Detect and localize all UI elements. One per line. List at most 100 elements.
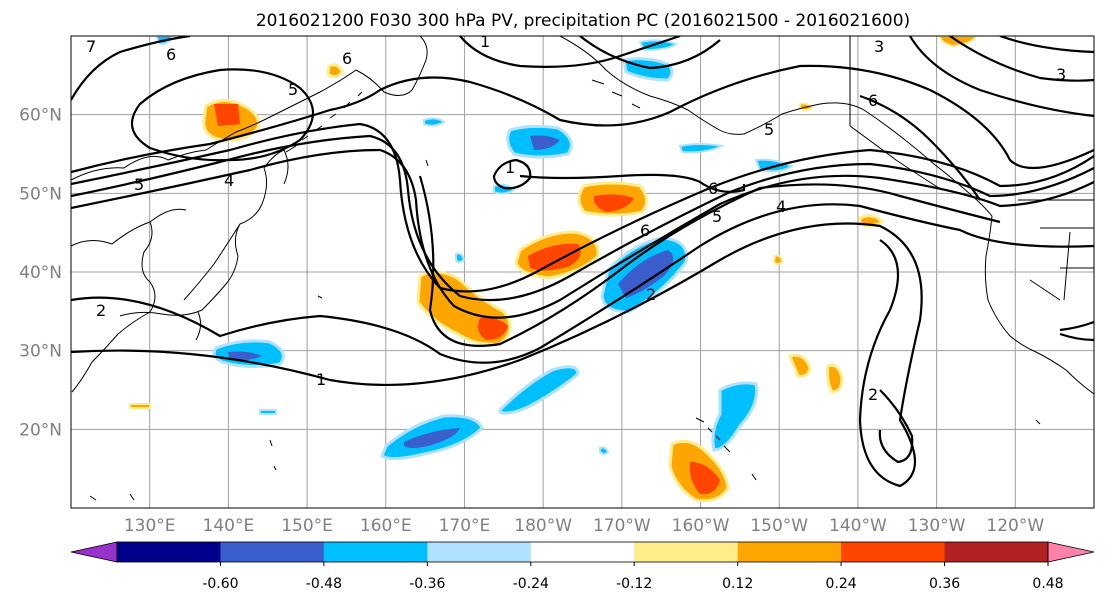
colorbar-tick-label: -0.60 [202,576,238,592]
pv-label: 4 [776,197,786,216]
pv-label: 1 [480,32,490,51]
colorbar-cell [737,542,842,562]
coastline-islands [89,159,1041,501]
longitude-label: 170°W [593,516,651,536]
pv-contour-1 [71,222,923,488]
pv-label: 3 [874,37,884,56]
precip-negative-core [404,428,460,448]
colorbar-tick-label: -0.48 [306,576,342,592]
precip-positive-core [528,243,581,271]
pv-label: 6 [640,221,650,240]
longitude-label: 140°W [829,516,887,536]
latitude-label: 30°N [19,342,62,362]
border-canada-alaska [849,36,1094,201]
precip-positive-area [826,363,844,394]
longitude-label: 150°W [750,516,808,536]
colorbar-cell [427,542,532,562]
pv-contour-2a [71,203,1094,364]
colorbar-cell [530,542,635,562]
pv-label: 4 [224,171,234,190]
precip-negative-core [228,351,262,361]
longitude-label: 160°W [672,516,730,536]
precip-positive-area [772,254,784,265]
map-panel: 1 1 1 2 2 2 4 4 5 5 5 5 6 6 6 6 6 3 3 7 [70,32,1095,509]
precip-positive-area [129,403,151,409]
pv-contour-2b [418,175,1001,347]
colorbar-cell [220,542,325,562]
longitude-label: 130°E [124,516,176,536]
figure-title: 2016021200 F030 300 hPa PV, precipitatio… [256,11,910,31]
longitude-labels: 130°E 140°E 150°E 160°E 170°E 180°W 170°W 160°W… [124,516,1045,536]
longitude-label: 170°E [439,516,491,536]
pv-contour-11 [492,158,532,190]
pv-label: 1 [316,370,326,389]
coastline-kamchatka [355,36,428,96]
pv-contour-2c [878,389,914,464]
longitude-label: 150°E [281,516,333,536]
colorbar-tick-label: 0.36 [929,576,960,592]
pv-label: 5 [712,207,722,226]
precip-positive-area [326,63,344,79]
pv-contour-14 [1059,320,1094,342]
precip-negative-area [423,117,446,127]
pv-contour-13 [859,94,981,201]
pv-contour-7 [130,68,314,162]
pv-label: 5 [288,80,298,99]
colorbar-cell [944,542,1049,562]
precip-negative-area [498,365,580,415]
pv-contour-4 [71,134,1094,302]
map-frame [70,35,1095,509]
latitude-label: 50°N [19,184,62,204]
latitude-labels: 20°N 30°N 40°N 50°N 60°N [19,106,62,441]
colorbar-tick-label: 0.24 [826,576,857,592]
colorbar-cell [841,542,946,562]
longitude-label: 180°W [514,516,572,536]
pv-contour-10 [579,36,721,70]
precip-negative-area [455,252,466,263]
pv-label: 5 [134,175,144,194]
pv-contour-6b [519,173,746,193]
coastline-hawaii [695,417,731,453]
precip-positive-core [593,194,634,212]
colorbar-high-extend [1047,541,1095,563]
precip-positive-core [478,317,508,340]
pv-contour-labels: 1 1 1 2 2 2 4 4 5 5 5 5 6 6 6 6 6 3 3 7 [86,32,1066,404]
pv-contour-5 [71,122,1094,293]
latitude-label: 40°N [19,263,62,283]
colorbar: -0.60 -0.48 -0.36 -0.24 -0.12 0.12 0.24 0.36 0.4… [70,541,1095,592]
pv-label: 2 [868,385,878,404]
colorbar-cell [634,542,739,562]
precip-negative-area [638,39,679,52]
coastlines [71,36,1094,501]
colorbar-tick-label: -0.12 [616,576,652,592]
colorbar-tick-label: -0.36 [409,576,445,592]
colorbar-low-extend [70,541,118,563]
colorbar-tick-label: 0.12 [722,576,753,592]
pv-contour-6 [71,64,1094,174]
gridlines [71,36,1094,508]
coastline-kurils [285,91,363,153]
latitude-label: 60°N [19,106,62,126]
precip-negative-core [530,135,560,150]
longitude-label: 120°W [986,516,1044,536]
pv-label: 3 [1056,65,1066,84]
precip-positive-area [787,353,812,378]
precipitation-shading [129,36,978,503]
colorbar-cell [323,542,428,562]
precip-negative-area [678,143,726,154]
pv-label: 1 [505,158,515,177]
pv-label: 5 [764,120,774,139]
longitude-label: 160°E [360,516,412,536]
precip-negative-core [618,250,674,298]
pv-label: 6 [868,91,878,110]
pv-contour-8 [71,36,191,101]
latitude-label: 20°N [19,420,62,440]
pv-label: 2 [646,285,656,304]
coastline-alaska [559,36,993,217]
pv-contour-3 [71,148,1094,319]
longitude-label: 140°E [203,516,255,536]
precip-negative-area [599,446,610,455]
pv-contour-12 [909,36,1094,118]
colorbar-tick-label: 0.48 [1032,576,1063,592]
